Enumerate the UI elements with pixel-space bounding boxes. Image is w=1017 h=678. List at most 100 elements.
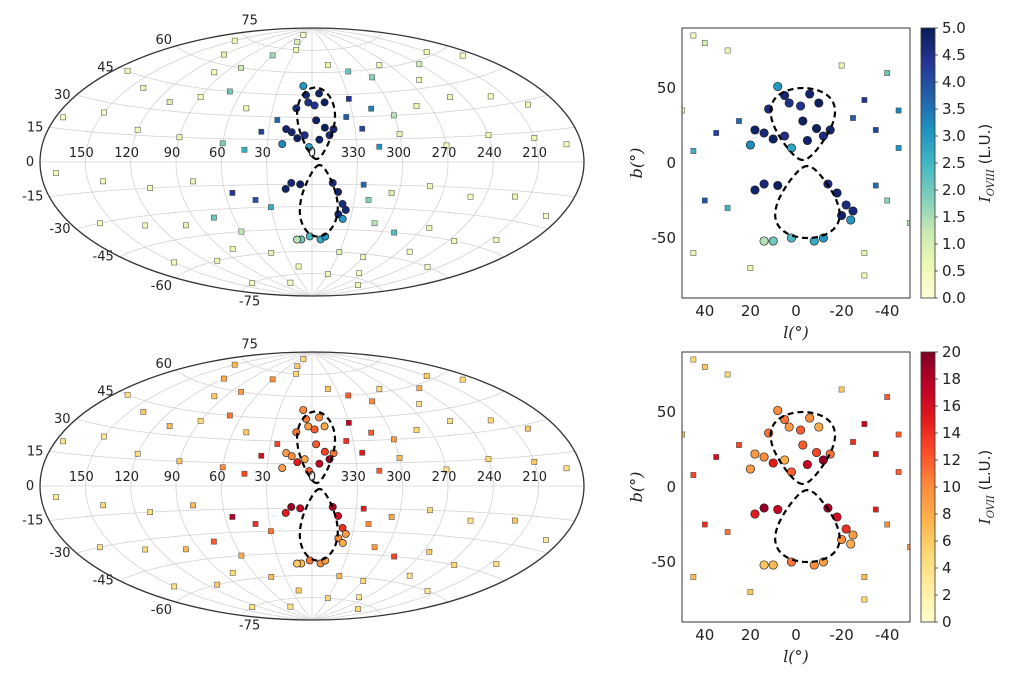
sightline-square bbox=[443, 466, 450, 473]
sightline-square bbox=[907, 220, 910, 226]
ovii-colorbar: 0 2 4 6 8 10 12 14 16 18 20 IOVII (L.U.) bbox=[920, 343, 997, 631]
sightline-square bbox=[701, 40, 708, 46]
sightline-square bbox=[324, 595, 331, 602]
sightline-square bbox=[134, 450, 141, 457]
x-tick-label: -20 bbox=[829, 302, 854, 320]
colorbar-tick-label: 3.5 bbox=[942, 100, 966, 118]
x-tick-label: 0 bbox=[791, 626, 801, 644]
sightline-square bbox=[243, 429, 250, 436]
x-axis-label: l(°) bbox=[783, 647, 809, 666]
latitude-tick-label: -30 bbox=[49, 222, 70, 237]
sightline-square bbox=[166, 99, 173, 105]
sightline-square bbox=[907, 544, 910, 550]
bubble-circle bbox=[293, 559, 301, 568]
fermi-bubble-outline bbox=[769, 410, 837, 486]
bubble-circle bbox=[786, 233, 796, 243]
longitude-tick-label: 300 bbox=[386, 470, 411, 485]
sightline-square bbox=[884, 394, 891, 400]
bubble-circle bbox=[759, 128, 769, 138]
sightline-square bbox=[511, 193, 518, 200]
sightline-square bbox=[872, 451, 879, 457]
longitude-tick-label: 90 bbox=[164, 470, 181, 485]
latitude-tick-label: -60 bbox=[151, 603, 172, 618]
sightline-square bbox=[563, 465, 570, 472]
meridian-line bbox=[311, 351, 404, 621]
sightline-square bbox=[838, 62, 845, 69]
sightline-square bbox=[268, 528, 274, 534]
meridian-line bbox=[175, 351, 313, 621]
sightline-square bbox=[376, 143, 383, 150]
sightline-square bbox=[190, 502, 196, 509]
longitude-tick-label: 30 bbox=[254, 470, 271, 485]
bubble-circle bbox=[811, 123, 822, 134]
bubble-circle bbox=[832, 188, 842, 198]
sightline-square bbox=[427, 507, 433, 514]
bubble-circle bbox=[786, 467, 796, 477]
sightline-square bbox=[140, 84, 147, 91]
sightline-square bbox=[60, 114, 66, 121]
plot-marks bbox=[682, 32, 910, 279]
sightline-square bbox=[268, 249, 275, 256]
sightline-square bbox=[747, 265, 754, 271]
sightline-square bbox=[376, 467, 383, 474]
sightline-square bbox=[747, 589, 754, 595]
bubble-circle bbox=[814, 98, 824, 108]
sightline-square bbox=[525, 101, 531, 108]
sightline-square bbox=[171, 583, 177, 590]
oviii-colorbar: 0.0 0.5 1.0 1.5 2.0 2.5 3.0 3.5 4.0 4.5 5.0 IOVIII … bbox=[920, 19, 997, 307]
bubble-circle bbox=[320, 98, 329, 107]
y-tick-label: -50 bbox=[652, 553, 677, 571]
sightline-square bbox=[690, 472, 697, 478]
plot-area bbox=[682, 352, 910, 622]
fermi-bubble-outline bbox=[296, 86, 337, 161]
longitude-tick-label: 330 bbox=[341, 470, 366, 485]
latitude-tick-label: 45 bbox=[97, 384, 114, 399]
meridian-line bbox=[130, 27, 313, 297]
x-tick-label: 20 bbox=[741, 302, 760, 320]
meridian-line bbox=[220, 27, 313, 297]
sightline-square bbox=[190, 178, 196, 185]
longitude-tick-label: 60 bbox=[209, 470, 226, 485]
sightline-square bbox=[690, 356, 697, 363]
bubble-circle bbox=[287, 128, 296, 137]
sightline-square bbox=[97, 544, 103, 551]
colorbar-tick-label: 4.0 bbox=[942, 73, 966, 91]
x-tick-label: 40 bbox=[695, 626, 714, 644]
sightline-square bbox=[238, 228, 245, 235]
sightline-square bbox=[884, 70, 891, 76]
colorbar-label-symbol: I bbox=[976, 517, 994, 525]
bubble-circle bbox=[848, 530, 858, 540]
latitude-tick-label: 30 bbox=[54, 412, 71, 427]
sightline-square bbox=[229, 245, 236, 252]
bubble-circle bbox=[745, 464, 755, 474]
bubble-circle bbox=[315, 135, 324, 144]
sightline-square bbox=[416, 76, 423, 83]
bubble-circle bbox=[304, 98, 313, 107]
sightline-square bbox=[511, 517, 518, 524]
bubble-circle bbox=[796, 425, 806, 435]
sightline-square bbox=[396, 131, 403, 137]
sightline-square bbox=[287, 603, 294, 610]
sightline-square bbox=[459, 376, 466, 383]
bubble-circle bbox=[759, 179, 769, 189]
x-tick-label: 40 bbox=[695, 302, 714, 320]
sightline-square bbox=[736, 118, 742, 124]
sightline-square bbox=[171, 259, 177, 266]
sightline-square bbox=[391, 553, 397, 560]
longitude-tick-label: 150 bbox=[69, 146, 94, 161]
sightline-square bbox=[467, 517, 474, 524]
sightline-square bbox=[413, 103, 420, 109]
sightline-square bbox=[227, 412, 233, 419]
longitude-tick-label: 0 bbox=[308, 146, 316, 161]
sightline-square bbox=[369, 398, 375, 405]
bubble-circle bbox=[759, 560, 769, 570]
latitude-tick-label: -75 bbox=[239, 294, 260, 309]
sightline-square bbox=[487, 93, 494, 100]
sightline-square bbox=[211, 393, 218, 400]
bubble-circle bbox=[750, 509, 760, 519]
y-tick-label: 50 bbox=[657, 403, 676, 421]
sightline-square bbox=[336, 573, 343, 579]
bubble-circle bbox=[818, 233, 828, 243]
sky-border bbox=[39, 27, 585, 297]
